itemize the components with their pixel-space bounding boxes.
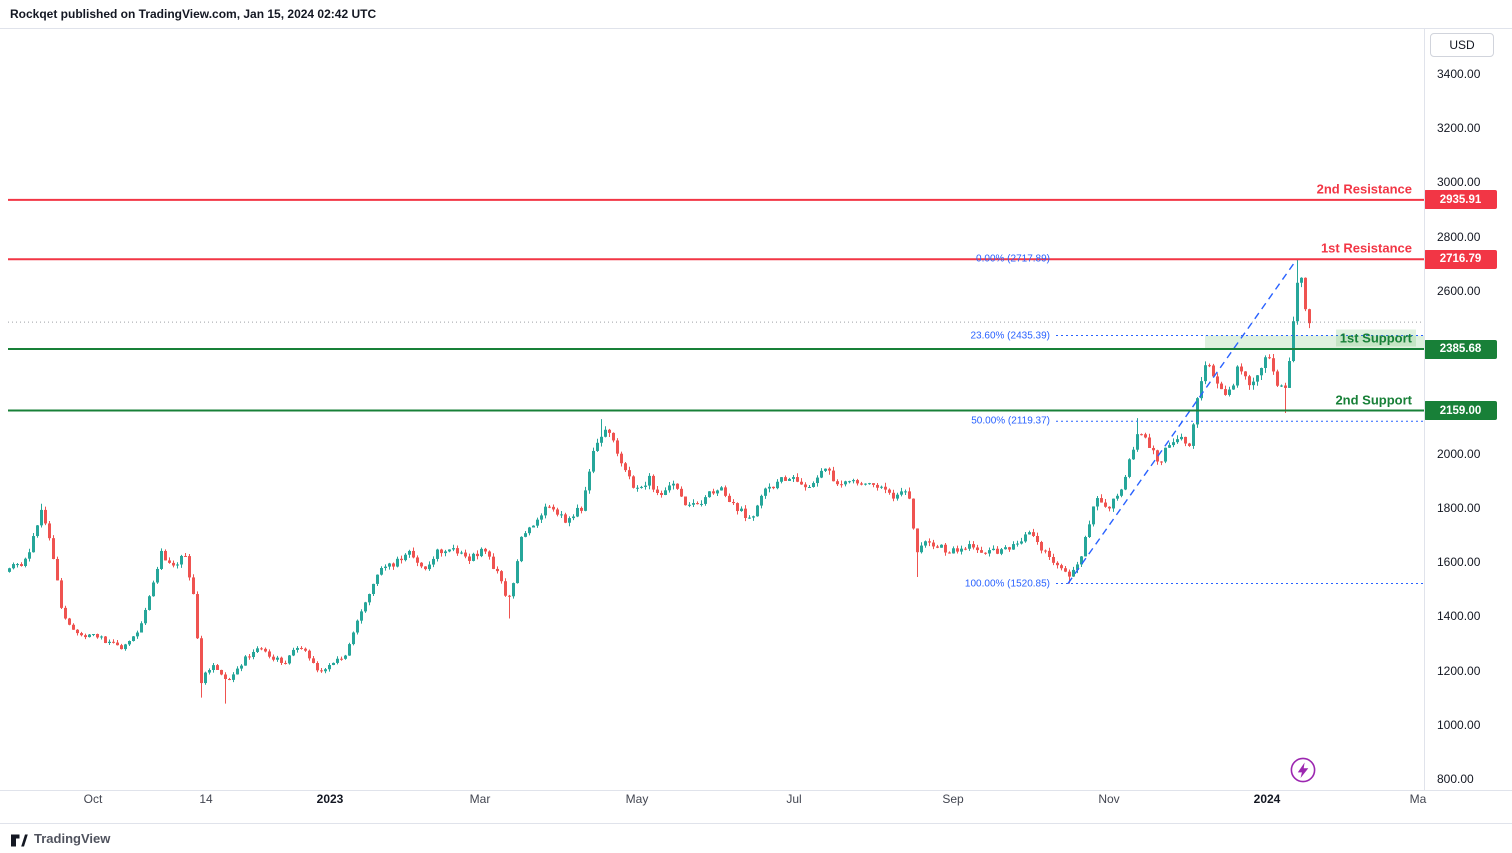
price-tick: 2800.00 xyxy=(1437,229,1481,244)
tradingview-brand: TradingView xyxy=(34,831,111,846)
time-tick: 2024 xyxy=(1253,792,1281,806)
footer-bar: TradingView xyxy=(0,824,1512,853)
publish-header: Rockqet published on TradingView.com, Ja… xyxy=(0,0,1512,28)
price-tick: 2600.00 xyxy=(1437,283,1481,298)
tradingview-link[interactable]: TradingView xyxy=(10,830,110,848)
publish-text: Rockqet published on TradingView.com, Ja… xyxy=(10,7,377,21)
resistance2-price-badge: 2935.91 xyxy=(1424,190,1497,210)
price-tick: 1400.00 xyxy=(1437,609,1481,624)
price-tick: 3400.00 xyxy=(1437,67,1481,81)
time-tick: Ma xyxy=(1409,792,1427,806)
time-tick: Mar xyxy=(469,792,491,806)
price-tick: 1800.00 xyxy=(1437,500,1481,515)
support2-label[interactable]: 2nd Support xyxy=(1335,392,1412,407)
time-tick: Nov xyxy=(1098,792,1120,806)
price-tick: 1000.00 xyxy=(1437,717,1481,732)
price-tick: 800.00 xyxy=(1437,771,1474,786)
time-axis-divider xyxy=(0,790,1512,791)
price-tick: 2000.00 xyxy=(1437,446,1481,461)
fib-level-label-2: 50.00% (2119.37) xyxy=(971,415,1050,427)
footer-divider xyxy=(0,823,1512,824)
price-tick: 3000.00 xyxy=(1437,175,1481,190)
fib-level-label-1: 23.60% (2435.39) xyxy=(970,330,1050,342)
time-tick: 14 xyxy=(199,792,213,806)
lightning-icon[interactable] xyxy=(1289,756,1317,784)
tradingview-logo-icon xyxy=(11,834,28,846)
resistance1-label[interactable]: 1st Resistance xyxy=(1320,240,1412,256)
support1-label[interactable]: 1st Support xyxy=(1335,329,1416,347)
resistance2-label[interactable]: 2nd Resistance xyxy=(1316,181,1412,197)
support1-price-badge: 2385.68 xyxy=(1424,339,1497,359)
price-tick: 3200.00 xyxy=(1437,121,1481,136)
fib-level-label-0: 0.00% (2717.89) xyxy=(976,253,1050,265)
price-tick: 1200.00 xyxy=(1437,663,1481,678)
header-divider xyxy=(0,28,1512,29)
time-tick: Oct xyxy=(83,792,103,806)
time-tick: May xyxy=(625,792,649,806)
price-tick: 1600.00 xyxy=(1437,555,1481,570)
time-tick: Jul xyxy=(786,792,802,806)
support2-price-badge: 2159.00 xyxy=(1424,401,1497,420)
support-zone xyxy=(1205,335,1424,350)
time-tick: Sep xyxy=(942,792,964,806)
time-tick: 2023 xyxy=(316,792,344,806)
currency-button[interactable]: USD xyxy=(1430,33,1494,57)
fib-level-label-3: 100.00% (1520.85) xyxy=(964,578,1050,590)
price-axis-divider xyxy=(1424,28,1425,790)
resistance1-price-badge: 2716.79 xyxy=(1424,249,1497,269)
